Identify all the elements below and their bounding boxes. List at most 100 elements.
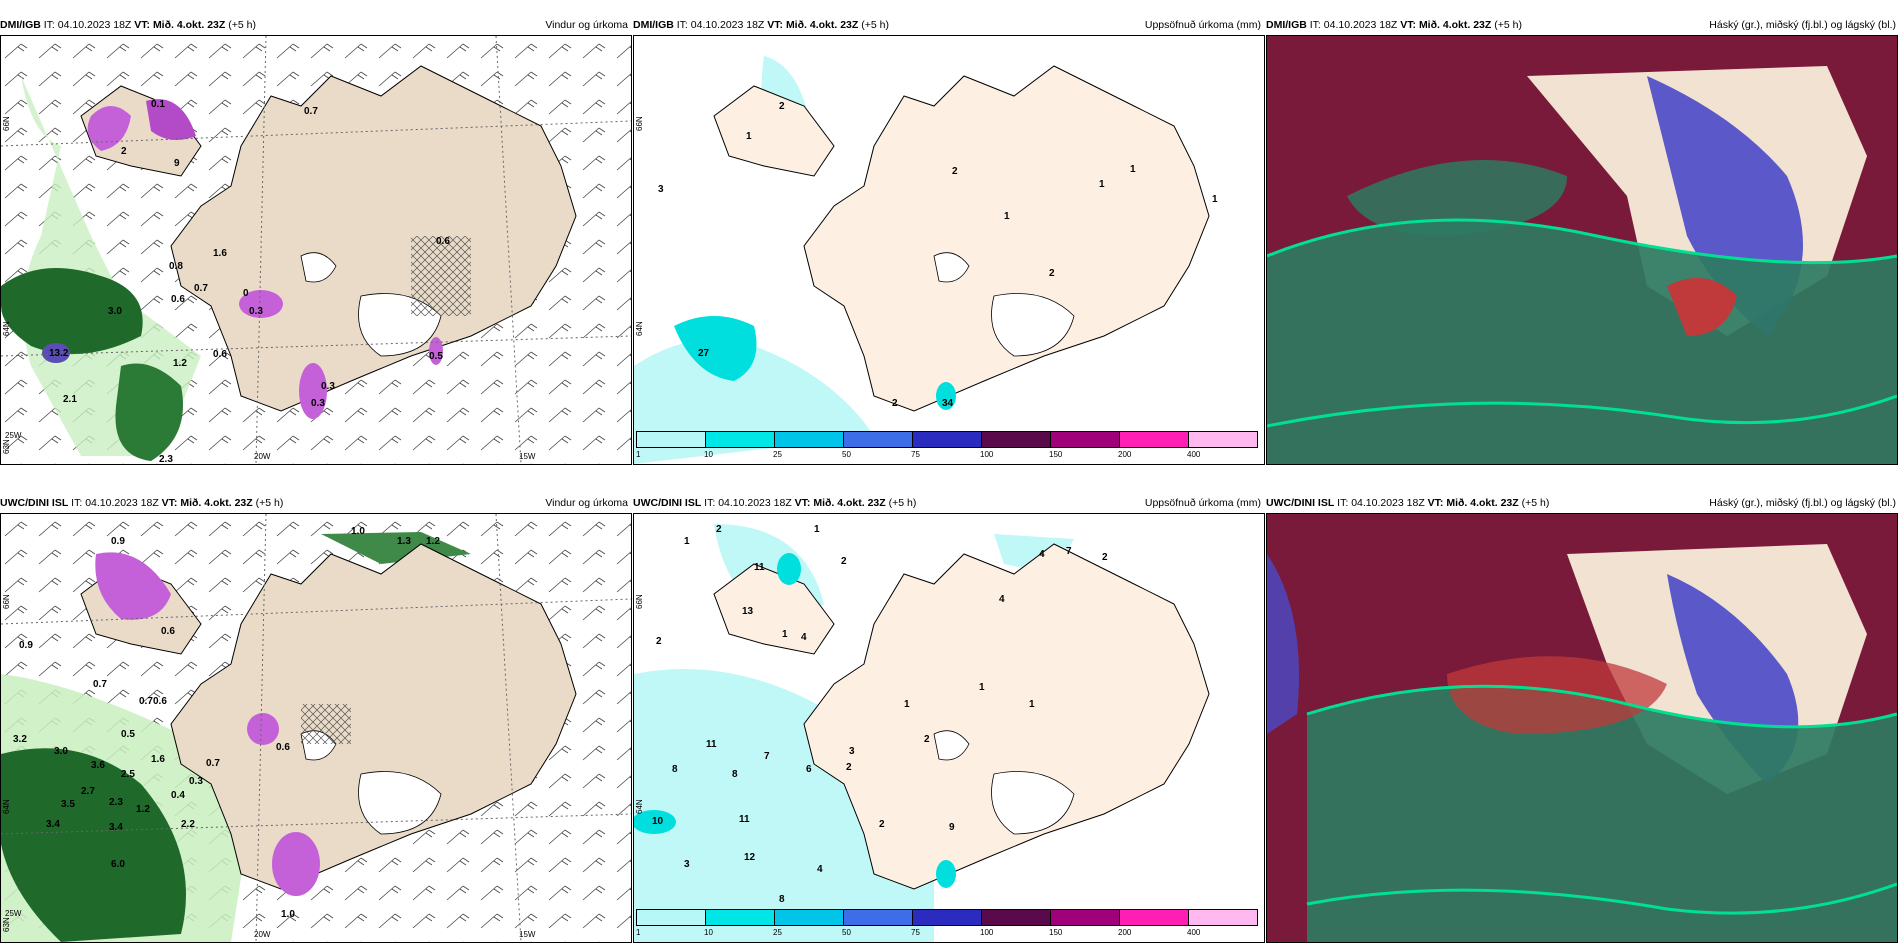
map-svg	[1, 514, 631, 942]
westfjords-land	[713, 85, 835, 177]
value-label: 7	[1066, 546, 1072, 557]
it-value: 04.10.2023 18Z	[1323, 19, 1398, 31]
colorbar-swatch	[1119, 909, 1189, 926]
precip-westfjords	[95, 552, 171, 620]
lon-tick: 25W	[5, 431, 22, 440]
value-label: 2	[1049, 268, 1055, 279]
value-label: 0.8	[169, 261, 183, 272]
value-label: 1	[814, 524, 820, 535]
intense-precip-core	[42, 343, 70, 363]
it-label: IT:	[1337, 497, 1349, 509]
value-label: 1	[1029, 699, 1035, 710]
colorbar-tick: 100	[980, 450, 994, 459]
value-label: 0.3	[321, 381, 335, 392]
value-label: 0.7	[194, 283, 208, 294]
value-label: 2	[841, 556, 847, 567]
it-label: IT:	[1309, 19, 1321, 31]
glacier-langjokull	[933, 252, 970, 283]
value-label: 8	[779, 894, 785, 905]
colorbar-swatch	[636, 909, 706, 926]
panel-title: Háský (gr.), miðský (fj.bl.) og lágský (…	[1709, 497, 1896, 509]
value-label: 3	[849, 746, 855, 757]
precip-west-patch	[239, 290, 283, 318]
value-label: 0.9	[111, 536, 125, 547]
iceland-land	[803, 543, 1210, 890]
panel-title: Uppsöfnuð úrkoma (mm)	[1144, 19, 1261, 31]
map-svg	[634, 56, 1210, 464]
colorbar-swatch	[636, 431, 706, 448]
lead-time: (+5 h)	[228, 19, 256, 31]
value-label: 11	[706, 739, 717, 750]
value-label: 7	[764, 751, 770, 762]
it-label: IT:	[71, 497, 83, 509]
value-label: 4	[801, 632, 807, 643]
colorbar-tick: 400	[1187, 450, 1201, 459]
panel-title: Uppsöfnuð úrkoma (mm)	[1144, 497, 1261, 509]
value-label: 0.3	[249, 306, 263, 317]
value-label: 0.9	[19, 640, 33, 651]
model-name: UWC/DINI ISL	[633, 497, 702, 509]
high-cloud-core	[1447, 656, 1667, 734]
value-label: 2	[779, 101, 785, 112]
map-area[interactable]	[1266, 35, 1898, 465]
vt-value: Mið. 4.okt. 23Z	[813, 497, 886, 509]
low-cloud	[1307, 686, 1897, 942]
colorbar-tick: 1	[636, 450, 641, 459]
colorbar-swatch	[1050, 431, 1120, 448]
precip-se-patch	[429, 337, 443, 365]
lead-time: (+5 h)	[1494, 19, 1522, 31]
value-label: 2	[879, 819, 885, 830]
map-area[interactable]: 1.0 1.3 1.2 0.9 0.6 0.9 0.7 0.7 0.6 0.5 …	[0, 513, 632, 943]
graticule-lon	[255, 36, 267, 464]
value-label: 3.2	[13, 734, 27, 745]
value-label: 0.6	[276, 742, 290, 753]
value-label: 4	[999, 594, 1005, 605]
colorbar: 1 10 25 50 75 100 150 200 400	[636, 909, 1260, 939]
precip-west-core	[634, 810, 676, 834]
panel-wind-precip-uwc: UWC/DINI ISL IT: 04.10.2023 18Z VT: Mið.…	[0, 493, 632, 943]
colorbar-swatch	[774, 431, 844, 448]
glacier-vatnajokull	[991, 771, 1075, 835]
precip-south-patch	[936, 382, 956, 410]
value-label: 13	[742, 606, 754, 617]
graticule-lon	[495, 514, 522, 942]
panel-accum-precip-uwc: UWC/DINI ISL IT: 04.10.2023 18Z VT: Mið.…	[633, 493, 1265, 943]
iceland-land	[170, 65, 577, 412]
mid-cloud-west	[1267, 554, 1299, 734]
high-cloud-core	[1667, 278, 1737, 336]
colorbar-tick: 75	[911, 450, 920, 459]
panel-header: UWC/DINI ISL IT: 04.10.2023 18Z VT: Mið.…	[1266, 493, 1549, 515]
lon-tick: 25W	[5, 909, 22, 918]
vt-value: Mið. 4.okt. 23Z	[1418, 19, 1492, 31]
value-label: 2	[952, 166, 958, 177]
lead-time: (+5 h)	[888, 497, 917, 509]
precip-south-patch	[299, 363, 327, 419]
value-label: 0.5	[121, 729, 135, 740]
glacier-vatnajokull	[991, 293, 1075, 357]
value-label: 0.6	[436, 236, 450, 247]
map-area[interactable]	[1266, 513, 1898, 943]
value-label: 1.2	[173, 358, 187, 369]
value-label: 0.3	[189, 776, 203, 787]
precip-west-patch	[247, 713, 279, 745]
panel-header: DMI/IGB IT: 04.10.2023 18Z VT: Mið. 4.ok…	[1266, 15, 1522, 37]
value-label: 3.4	[46, 819, 60, 830]
cloud-edge	[1267, 394, 1897, 428]
lon-tick: 20W	[254, 452, 271, 461]
precip-field-mid	[674, 316, 757, 381]
map-area[interactable]: 2 1 1 2 11 13 4 7 2 4 2 1 4 11 8 8 7 6 3…	[633, 513, 1265, 943]
snow-hatching-icon	[301, 704, 351, 744]
it-label: IT:	[43, 19, 55, 31]
it-label: IT:	[704, 497, 716, 509]
value-label: 0.6	[213, 349, 227, 360]
map-area[interactable]: 0.1 0.7 2 9 1.6 0.8 0.7 3.0 0.6 0.3 0.6 …	[0, 35, 632, 465]
value-label: 2	[924, 734, 930, 745]
map-svg	[634, 524, 1210, 942]
value-label: 0.4	[171, 790, 185, 801]
value-label: 27	[698, 348, 710, 359]
value-label: 1	[979, 682, 985, 693]
map-area[interactable]: 3 1 1 2 1 1 2 1 27 2 34 2 66N 64N 1 10 2…	[633, 35, 1265, 465]
panel-title: Vindur og úrkoma	[545, 19, 628, 31]
value-label: 2	[892, 398, 898, 409]
graticule-lon	[255, 514, 267, 942]
